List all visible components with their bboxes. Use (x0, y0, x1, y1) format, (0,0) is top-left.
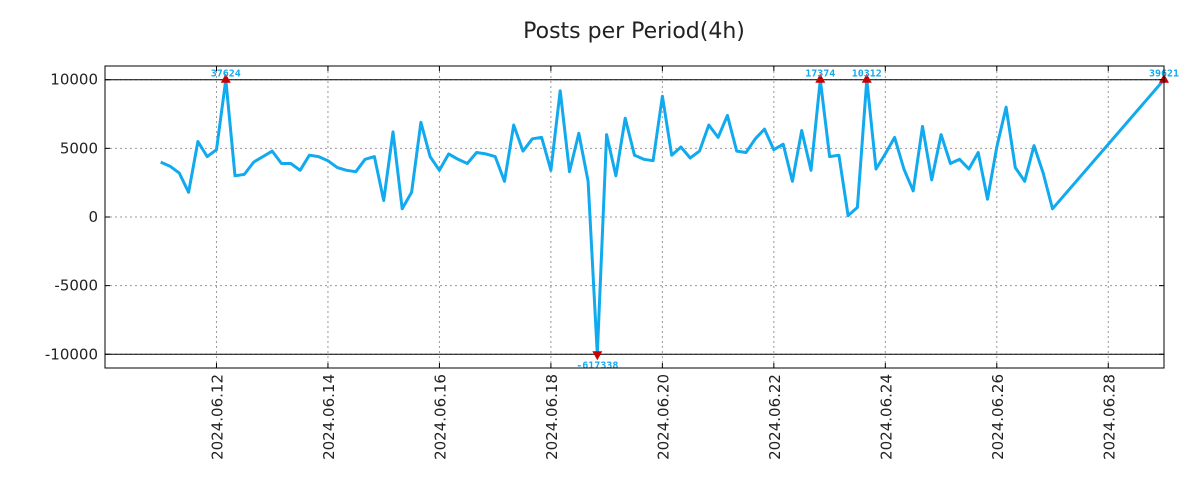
x-tick-label: 2024.06.16 (431, 374, 449, 460)
x-axis: 2024.06.12 2024.06.14 2024.06.16 2024.06.18… (208, 66, 1118, 460)
annotation-label: 37624 (211, 69, 241, 80)
x-tick-label: 2024.06.22 (766, 374, 784, 460)
y-tick-label: 0 (88, 208, 98, 226)
extreme-marker (861, 73, 872, 83)
annotation-label: 10312 (852, 69, 882, 80)
y-tick-label: 5000 (60, 139, 98, 157)
x-tick-label: 2024.06.14 (320, 374, 338, 460)
y-tick-label: -10000 (45, 345, 98, 363)
clip-lines (105, 79, 1164, 355)
x-tick-label: 2024.06.28 (1100, 374, 1118, 460)
series-layer (160, 78, 1166, 356)
markers (220, 73, 1169, 361)
x-tick-label: 2024.06.12 (208, 374, 226, 460)
annotation-label: 17374 (805, 69, 835, 80)
y-tick-label: -5000 (54, 277, 98, 295)
x-tick-label: 2024.06.24 (877, 374, 895, 460)
chart-title: Posts per Period(4h) (523, 19, 745, 44)
x-tick-label: 2024.06.18 (543, 374, 561, 460)
extreme-marker (220, 73, 231, 83)
extreme-marker (815, 73, 826, 83)
extreme-marker (592, 351, 603, 361)
plot-frame (104, 65, 1165, 369)
series-line-posts (160, 78, 1166, 356)
y-tick-label: 10000 (50, 71, 98, 89)
x-tick-label: 2024.06.20 (654, 374, 672, 460)
x-tick-label: 2024.06.26 (989, 374, 1007, 460)
y-axis: 10000 5000 0 -5000 -10000 (45, 71, 1164, 363)
annotation-label: -617338 (576, 360, 618, 371)
